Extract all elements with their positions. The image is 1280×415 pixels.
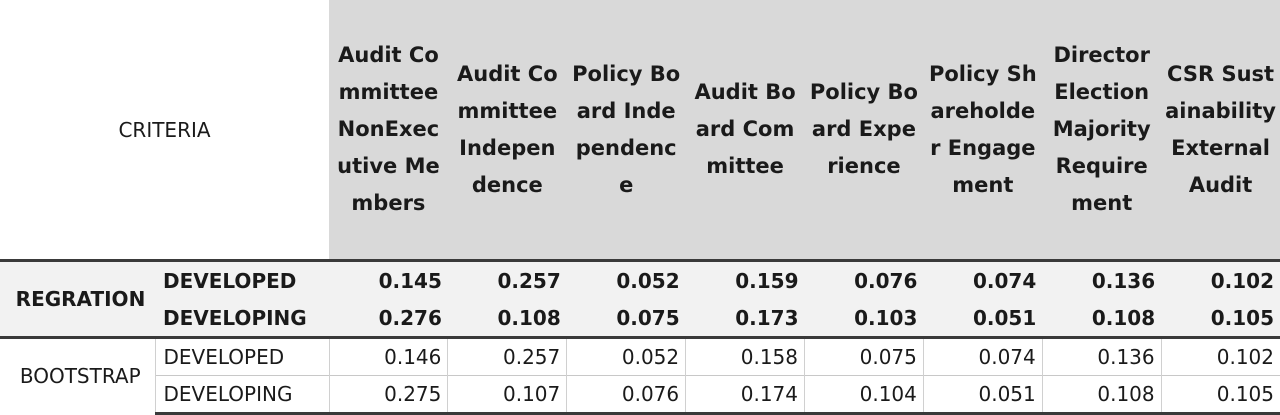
value-cell: 0.102: [1160, 336, 1280, 376]
column-header: Audit Board Committee: [685, 0, 805, 261]
table-row: BOOTSTRAP DEVELOPED 0.146 0.257 0.052 0.…: [0, 336, 1280, 414]
table-row: DEVELOPING 0.275 0.107 0.076 0.174 0.104…: [0, 375, 1280, 415]
column-header: Audit Committee Independence: [447, 0, 567, 261]
value-cell: 0.108: [447, 299, 567, 338]
value-cell: 0.145: [329, 259, 448, 299]
value-cell: 0.257: [447, 259, 567, 299]
method-label: BOOTSTRAP: [0, 336, 155, 414]
value-cell: 0.257: [447, 336, 567, 376]
value-cell: 0.174: [685, 375, 805, 415]
value-cell: 0.103: [804, 299, 924, 338]
method-label: REGRATION: [0, 259, 155, 338]
column-header: Audit Committee NonExecutive Members: [329, 0, 448, 261]
value-cell: 0.136: [1042, 259, 1162, 299]
group-label: DEVELOPING: [154, 375, 329, 415]
value-cell: 0.051: [922, 375, 1043, 415]
value-cell: 0.102: [1161, 259, 1280, 299]
value-cell: 0.075: [804, 336, 924, 376]
value-cell: 0.075: [566, 299, 686, 338]
value-cell: 0.107: [447, 375, 567, 415]
value-cell: 0.173: [685, 299, 805, 338]
column-header: CSR Sustainability External Audit: [1161, 0, 1280, 261]
value-cell: 0.076: [804, 259, 924, 299]
value-cell: 0.276: [329, 299, 448, 338]
value-cell: 0.051: [923, 299, 1043, 338]
table-row: REGRATION DEVELOPED 0.145 0.257 0.052 0.…: [0, 259, 1280, 338]
value-cell: 0.052: [566, 336, 686, 376]
value-cell: 0.105: [1161, 299, 1280, 338]
value-cell: 0.108: [1042, 299, 1162, 338]
value-cell: 0.158: [685, 336, 805, 376]
value-cell: 0.052: [566, 259, 686, 299]
column-header: Policy Board Independence: [566, 0, 686, 261]
criteria-header: CRITERIA: [0, 0, 329, 261]
column-header: Director Election Majority Requirement: [1042, 0, 1162, 261]
value-cell: 0.136: [1041, 336, 1162, 376]
value-cell: 0.159: [685, 259, 805, 299]
value-cell: 0.146: [328, 336, 448, 376]
value-cell: 0.105: [1160, 375, 1280, 415]
value-cell: 0.108: [1041, 375, 1162, 415]
value-cell: 0.076: [566, 375, 686, 415]
header-row: CRITERIA Audit Committee NonExecutive Me…: [0, 0, 1280, 261]
value-cell: 0.104: [804, 375, 924, 415]
value-cell: 0.074: [923, 259, 1043, 299]
value-cell: 0.074: [922, 336, 1043, 376]
value-cell: 0.275: [328, 375, 448, 415]
column-header: Policy Board Experience: [804, 0, 924, 261]
group-label: DEVELOPED: [154, 336, 329, 376]
column-header: Policy Shareholder Engagement: [923, 0, 1043, 261]
group-label: DEVELOPING: [155, 299, 329, 338]
group-label: DEVELOPED: [155, 259, 329, 299]
table-row: DEVELOPING 0.276 0.108 0.075 0.173 0.103…: [0, 299, 1280, 338]
